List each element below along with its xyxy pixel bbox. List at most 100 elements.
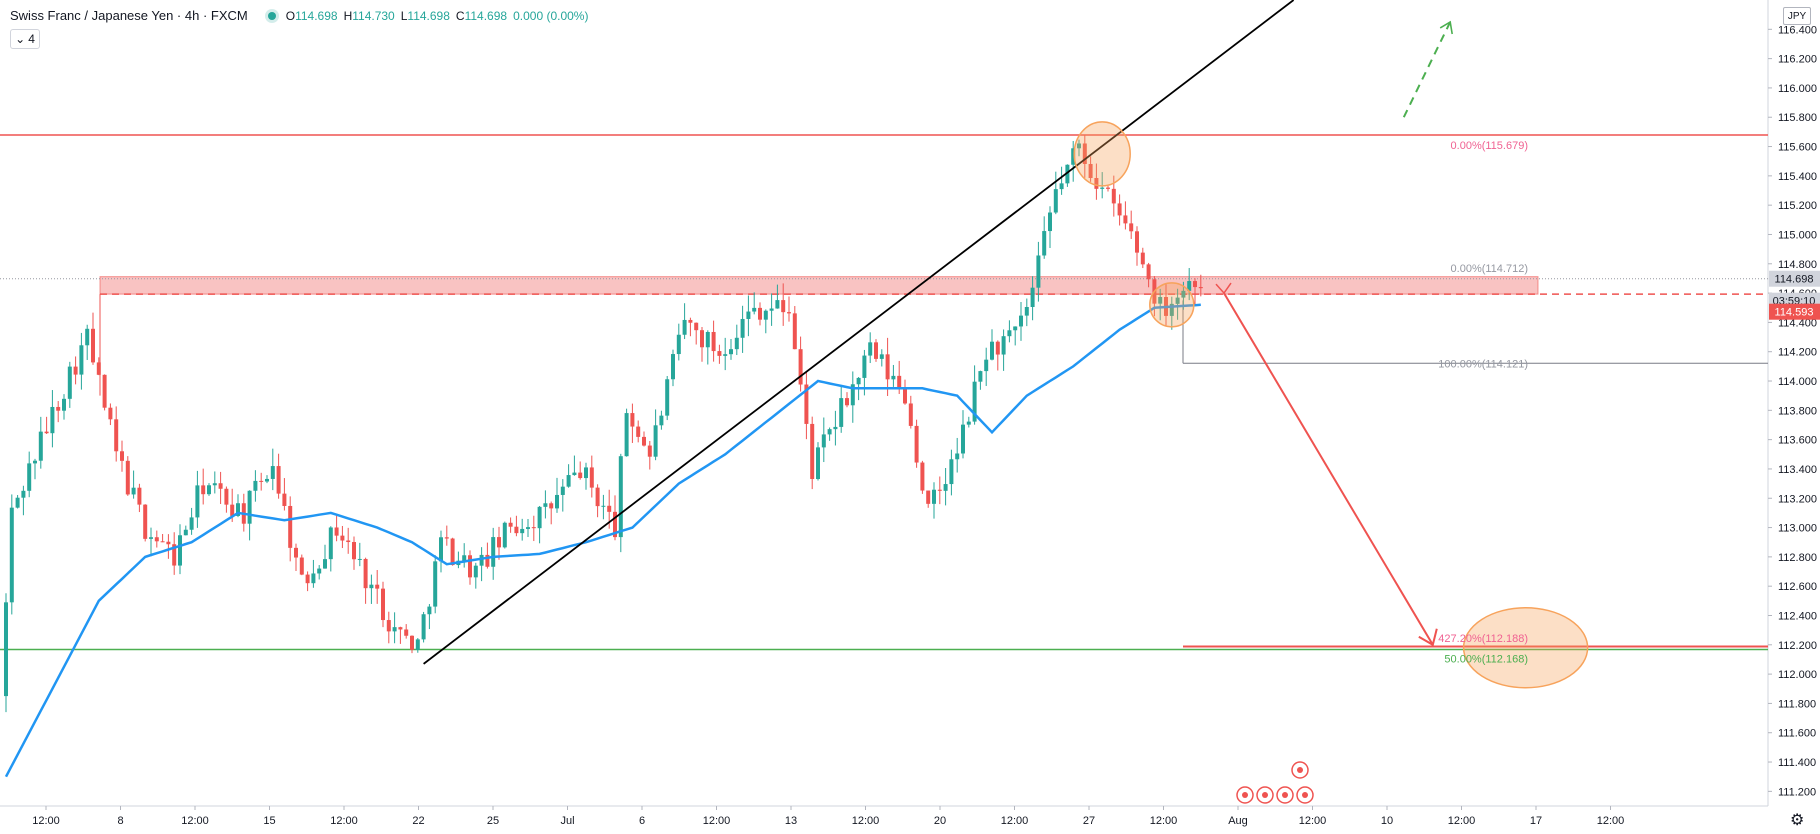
candle-body [108,407,113,420]
x-tick-label: Aug [1228,815,1248,827]
candle-body [218,483,223,489]
fib-label-100: 100.00%(114.121) [1438,358,1528,370]
candle-body [688,319,693,323]
candle-body [752,307,757,312]
candle-body [543,503,548,507]
candle-body [1036,255,1041,288]
candle-body [874,342,878,359]
candle-body [769,308,774,311]
y-tick-label: 114.000 [1778,376,1817,388]
candle-body [711,331,716,352]
candle-body [1146,264,1151,280]
candle-body [288,505,293,548]
economic-event-dot [1302,792,1308,798]
candle-body [804,384,809,424]
candle-body [879,354,884,359]
x-tick-label: 12:00 [1001,815,1029,827]
candle-body [1111,188,1116,204]
candle-body [473,565,478,578]
candle-body [763,310,768,320]
y-tick-label: 112.400 [1778,610,1817,622]
candle-body [520,528,525,534]
y-tick-label: 112.800 [1778,552,1817,564]
candle-body [734,337,739,350]
candle-body [56,406,61,411]
y-tick-label: 112.600 [1778,581,1817,593]
candle-body [114,419,119,452]
candle-body [589,467,594,488]
candle-body [531,527,536,529]
x-tick-label: 17 [1530,815,1542,827]
x-tick-label: 13 [785,815,797,827]
candle-body [908,403,913,426]
candle-body [201,485,206,495]
candle-body [1042,231,1047,256]
y-tick-label: 113.200 [1778,493,1817,505]
candle-body [1100,187,1105,189]
candle-body [920,462,925,491]
currency-badge[interactable]: JPY [1783,7,1811,25]
candle-body [955,453,960,460]
candle-body [671,354,675,380]
candle-body [62,398,66,411]
moving-average-line [4,303,1201,778]
highlight-ellipse [1149,282,1195,328]
bullish-arrowhead [1439,20,1453,35]
candle-body [839,398,844,427]
y-tick-label: 112.200 [1778,640,1817,652]
candle-body [334,527,339,536]
candle-body [555,494,559,509]
candle-body [44,431,49,434]
candle-body [653,425,658,457]
x-tick-label: 12:00 [1597,815,1625,827]
candle-body [444,537,449,539]
candle-body [978,371,983,382]
candle-body [386,620,391,632]
candle-body [560,486,565,495]
candle-body [601,505,606,507]
candle-body [236,503,240,516]
candle-body [885,354,890,380]
candle-body [595,487,600,507]
candle-body [27,463,32,491]
candle-body [1059,183,1064,190]
level-price-tag: 114.593 [1775,307,1814,319]
candle-body [1019,315,1023,327]
y-tick-label: 111.200 [1778,786,1816,798]
resistance-zone [99,276,1539,295]
candle-body [120,451,124,461]
candle-body [926,490,931,504]
candle-body [485,554,490,567]
symbol-title[interactable]: Swiss Franc / Japanese Yen · 4h · FXCM [10,8,248,23]
candle-body [630,413,635,427]
candle-body [259,480,264,482]
chart-settings-gear-icon[interactable]: ⚙ [1790,812,1805,829]
candle-body [665,379,670,416]
candle-body [491,537,496,567]
candle-body [1048,212,1052,232]
candle-body [903,387,907,404]
candle-body [729,349,733,355]
x-tick-label: 8 [117,815,123,827]
y-tick-label: 113.400 [1778,464,1817,476]
candle-body [427,606,432,615]
candle-body [294,547,298,558]
x-tick-label: Jul [560,815,574,827]
candle-body [439,537,443,562]
candle-body [572,472,577,476]
candle-body [972,381,977,422]
candle-body [868,342,873,356]
candle-body [79,345,84,375]
fib-label-zone: 0.00%(114.712) [1451,263,1528,275]
candle-body [415,639,420,650]
candle-body [15,497,20,508]
candle-body [642,436,646,446]
interval-selector[interactable]: ⌄ 4 [10,29,40,49]
candle-body [38,431,43,461]
candle-body [1169,303,1174,316]
candle-body [1135,231,1139,253]
candle-body [1007,330,1012,337]
x-tick-label: 25 [487,815,499,827]
x-tick-label: 12:00 [1150,815,1178,827]
